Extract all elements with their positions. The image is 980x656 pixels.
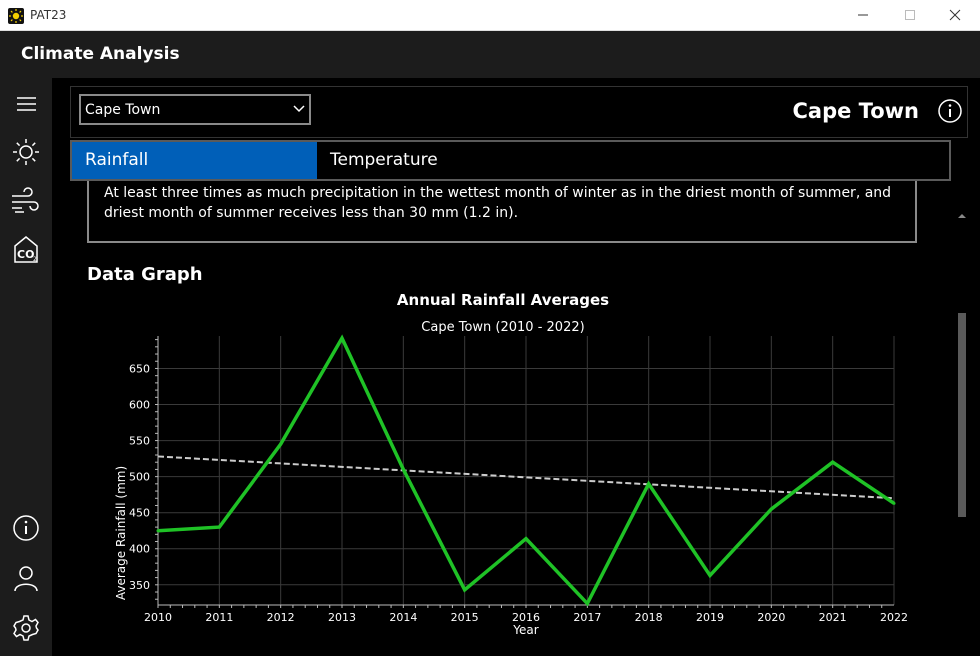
rainfall-data-point bbox=[279, 442, 283, 446]
tab-temperature[interactable]: Temperature bbox=[317, 142, 949, 179]
y-tick-label: 350 bbox=[129, 579, 150, 592]
window-title-bar: PAT23 bbox=[0, 0, 980, 31]
app-title: Climate Analysis bbox=[21, 44, 180, 64]
x-tick-label: 2017 bbox=[573, 611, 601, 624]
rainfall-data-point bbox=[156, 529, 160, 533]
x-tick-label: 2016 bbox=[512, 611, 540, 624]
y-tick-label: 450 bbox=[129, 507, 150, 520]
user-icon[interactable] bbox=[10, 562, 42, 594]
info-icon[interactable] bbox=[10, 512, 42, 544]
co2-icon[interactable]: CO 2 bbox=[10, 234, 42, 266]
description-line: driest month of summer receives less tha… bbox=[104, 205, 519, 221]
city-heading: Cape Town bbox=[792, 99, 919, 123]
minimize-button[interactable] bbox=[853, 6, 873, 24]
x-tick-label: 2011 bbox=[205, 611, 233, 624]
data-graph-title: Data Graph bbox=[87, 264, 203, 285]
scroll-content: At least three times as much precipitati… bbox=[70, 181, 951, 656]
app-sun-icon bbox=[8, 8, 24, 24]
x-tick-label: 2015 bbox=[451, 611, 479, 624]
rainfall-data-point bbox=[340, 336, 344, 340]
chart-title: Annual Rainfall Averages bbox=[397, 291, 609, 309]
main-panel: Cape Town Cape Town Rainfall Temperature… bbox=[52, 78, 980, 656]
y-tick-label: 500 bbox=[129, 471, 150, 484]
nav-rail: CO 2 bbox=[0, 78, 52, 656]
x-tick-label: 2020 bbox=[757, 611, 785, 624]
chart-subtitle: Cape Town (2010 - 2022) bbox=[421, 320, 584, 335]
description-box: At least three times as much precipitati… bbox=[87, 181, 917, 243]
city-select-value: Cape Town bbox=[85, 102, 161, 118]
x-tick-label: 2014 bbox=[389, 611, 417, 624]
rainfall-data-point bbox=[463, 588, 467, 592]
x-tick-label: 2021 bbox=[819, 611, 847, 624]
scroll-thumb[interactable] bbox=[958, 313, 966, 517]
city-info-icon[interactable] bbox=[937, 98, 963, 124]
x-tick-label: 2022 bbox=[880, 611, 908, 624]
x-axis-label: Year bbox=[512, 623, 538, 637]
x-tick-label: 2013 bbox=[328, 611, 356, 624]
rainfall-data-point bbox=[769, 507, 773, 511]
wind-icon[interactable] bbox=[10, 186, 42, 218]
rainfall-data-point bbox=[708, 573, 712, 577]
maximize-button[interactable] bbox=[900, 6, 920, 24]
rainfall-line-chart: Annual Rainfall Averages Cape Town (2010… bbox=[114, 291, 908, 637]
tab-rainfall[interactable]: Rainfall bbox=[72, 142, 317, 179]
y-axis-label: Average Rainfall (mm) bbox=[114, 466, 128, 600]
window-app-name: PAT23 bbox=[30, 8, 67, 22]
app-header: Climate Analysis bbox=[0, 31, 980, 78]
settings-icon[interactable] bbox=[10, 612, 42, 644]
y-tick-label: 600 bbox=[129, 399, 150, 412]
trend-line bbox=[157, 455, 895, 500]
x-tick-label: 2010 bbox=[144, 611, 172, 624]
rainfall-data-point bbox=[401, 467, 405, 471]
close-button[interactable] bbox=[945, 6, 965, 24]
rainfall-data-point bbox=[892, 501, 896, 505]
x-tick-label: 2012 bbox=[267, 611, 295, 624]
svg-text:2: 2 bbox=[33, 256, 37, 263]
city-toolbar: Cape Town Cape Town bbox=[70, 86, 968, 138]
rainfall-data-point bbox=[647, 482, 651, 486]
rainfall-data-point bbox=[217, 525, 221, 529]
tab-temperature-label: Temperature bbox=[330, 150, 438, 170]
svg-text:CO: CO bbox=[17, 248, 34, 261]
rainfall-data-point bbox=[524, 537, 528, 541]
description-line: At least three times as much precipitati… bbox=[104, 185, 892, 201]
y-tick-label: 550 bbox=[129, 435, 150, 448]
tab-bar: Rainfall Temperature bbox=[70, 140, 951, 181]
tab-rainfall-label: Rainfall bbox=[85, 150, 149, 170]
y-tick-label: 650 bbox=[129, 362, 150, 375]
menu-icon[interactable] bbox=[10, 88, 42, 120]
scroll-up-arrow-icon[interactable] bbox=[957, 205, 967, 224]
chevron-down-icon bbox=[291, 101, 307, 121]
vertical-scrollbar[interactable] bbox=[956, 203, 968, 653]
rainfall-data-point bbox=[585, 602, 589, 606]
sun-icon[interactable] bbox=[10, 136, 42, 168]
x-tick-label: 2019 bbox=[696, 611, 724, 624]
rainfall-data-point bbox=[831, 460, 835, 464]
x-tick-label: 2018 bbox=[635, 611, 663, 624]
y-tick-label: 400 bbox=[129, 543, 150, 556]
city-select[interactable]: Cape Town bbox=[79, 94, 311, 125]
